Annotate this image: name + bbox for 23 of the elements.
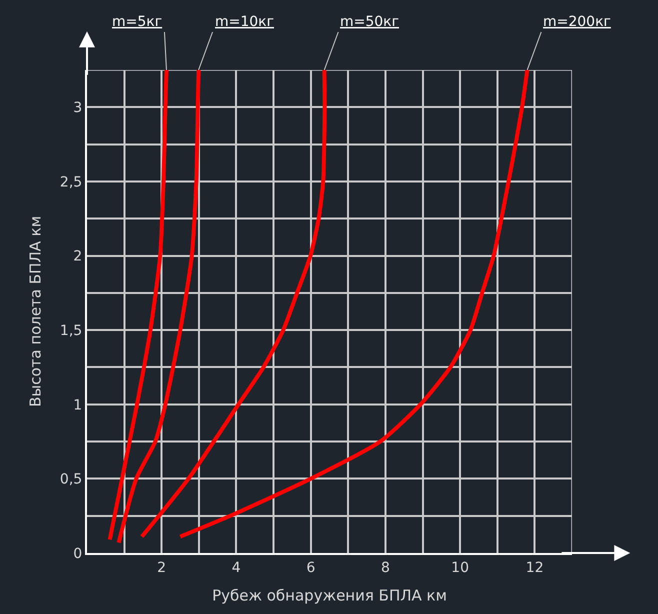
line-series <box>108 70 168 542</box>
text: m=10кг <box>215 14 274 30</box>
line-series <box>116 70 201 545</box>
x-axis-title: Рубеж обнаружения БПЛА км <box>212 586 447 604</box>
y-tick-label: 0 <box>73 546 82 562</box>
y-tick-label: 2 <box>73 248 82 265</box>
line-series <box>140 70 327 539</box>
x-tick-label: 4 <box>232 560 241 576</box>
x-tick-label: 8 <box>381 560 390 576</box>
text: m=50кг <box>340 14 399 30</box>
x-tick-label: 6 <box>306 560 316 576</box>
y-tick-label: 1,5 <box>60 322 82 339</box>
y-tick-label: 1 <box>73 397 82 414</box>
y-axis-title: Высота полета БПЛА км <box>26 216 45 408</box>
y-tick-label: 0,5 <box>60 472 82 488</box>
x-tick-label: 2 <box>157 560 166 576</box>
y-tick-label: 2,5 <box>60 174 82 190</box>
x-tick-label: 10 <box>451 560 469 576</box>
line-series <box>178 70 530 539</box>
text: m=5кг <box>112 14 162 30</box>
y-tick-label: 3 <box>73 100 82 116</box>
text: m=200кг <box>543 14 611 30</box>
x-tick-label: 12 <box>526 560 544 576</box>
